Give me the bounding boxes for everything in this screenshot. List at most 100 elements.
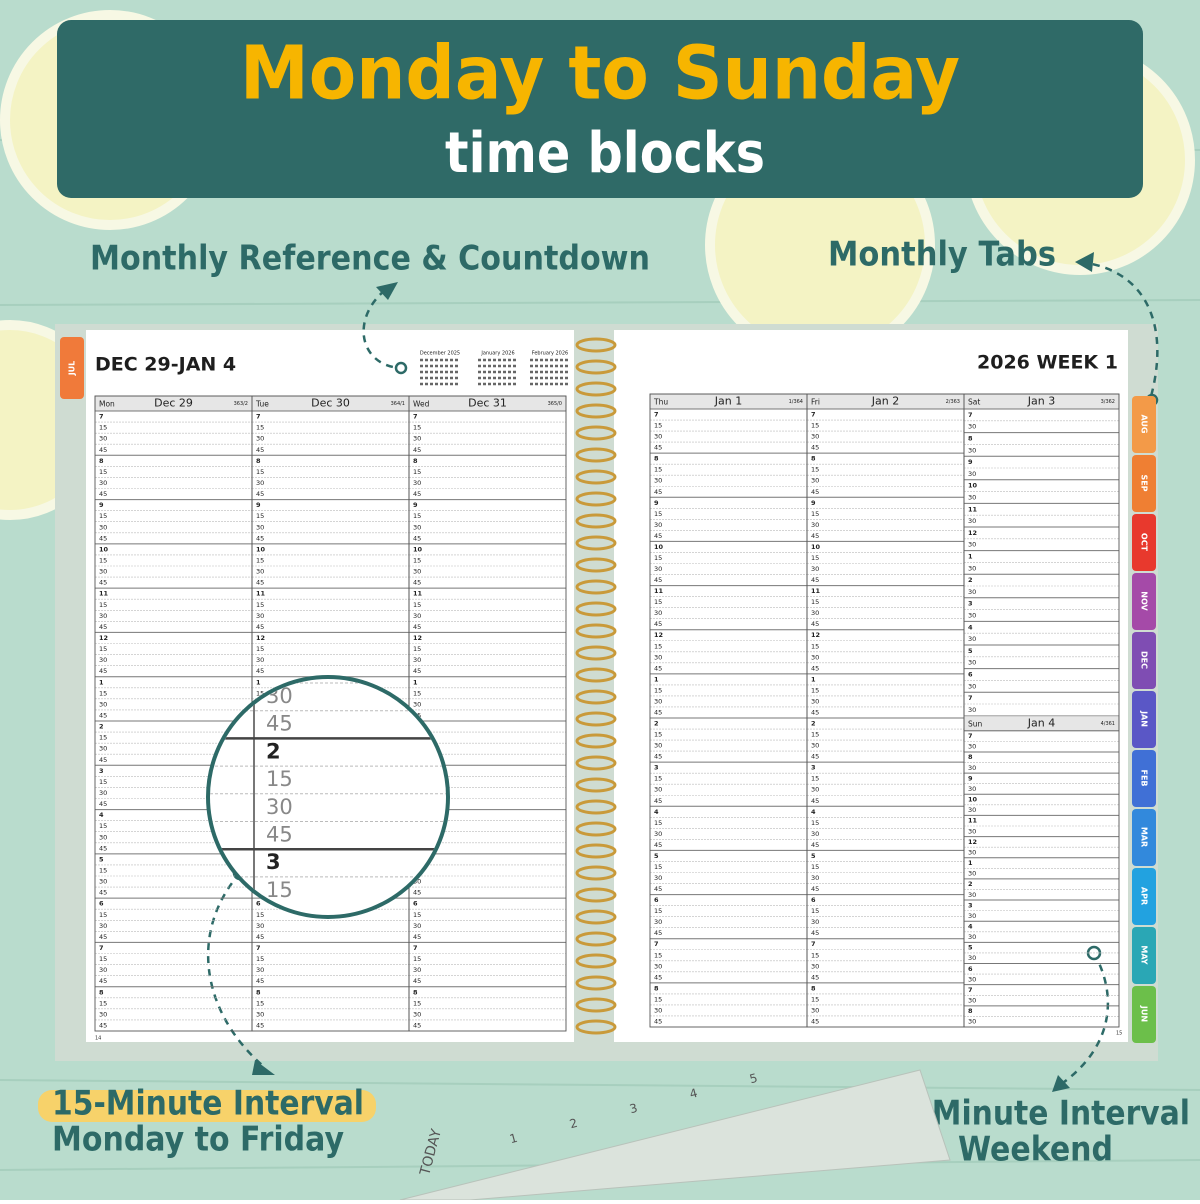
- minute-label: 15: [256, 424, 264, 432]
- minute-label: 30: [968, 785, 976, 793]
- minute-label: 30: [654, 742, 662, 750]
- month-tab-label: APR: [1140, 887, 1149, 905]
- minute-label: 30: [811, 653, 819, 661]
- minute-label: 15: [256, 601, 264, 609]
- page-title: 2026 WEEK 1: [977, 352, 1118, 374]
- minute-label: 45: [413, 1021, 421, 1029]
- day-date: Jan 4: [1027, 716, 1055, 729]
- month-tab[interactable]: [1132, 986, 1156, 1043]
- hour-label: 1: [654, 675, 659, 683]
- minute-label: 45: [654, 1017, 662, 1025]
- minute-label: 15: [654, 466, 662, 474]
- minute-label: 30: [654, 565, 662, 573]
- minute-label: 15: [99, 512, 107, 520]
- minute-label: 15: [99, 601, 107, 609]
- month-tab-label: OCT: [1140, 533, 1149, 552]
- minute-label: 45: [99, 490, 107, 498]
- minute-label: 45: [413, 446, 421, 454]
- minute-label: 15: [811, 951, 819, 959]
- magnifier-label: 45: [266, 823, 293, 847]
- ruler-number: 3: [628, 1101, 639, 1117]
- month-tab[interactable]: [1132, 573, 1156, 630]
- minute-label: 15: [256, 468, 264, 476]
- minute-label: 30: [968, 954, 976, 962]
- hour-label: 7: [654, 411, 659, 419]
- day-column: [963, 393, 1120, 1028]
- minute-label: 30: [413, 922, 421, 930]
- minute-label: 30: [413, 568, 421, 576]
- spiral-ring: [575, 623, 617, 639]
- hour-label: 8: [654, 455, 659, 463]
- month-tab[interactable]: [1132, 750, 1156, 807]
- minute-label: 30: [968, 891, 976, 899]
- month-tab[interactable]: [1132, 809, 1156, 866]
- month-tab[interactable]: [1132, 868, 1156, 925]
- day-date: Dec 30: [311, 397, 350, 410]
- hour-label: 8: [811, 455, 816, 463]
- callout: Weekend: [958, 1130, 1113, 1170]
- minute-label: 45: [811, 488, 819, 496]
- month-tab-label: AUG: [1140, 414, 1149, 433]
- hour-label: 10: [811, 543, 821, 551]
- minute-label: 30: [968, 494, 976, 502]
- minute-label: 30: [968, 446, 976, 454]
- ruler-number: 4: [688, 1086, 699, 1102]
- callout: Monday to Friday: [52, 1120, 344, 1160]
- minute-label: 30: [256, 656, 264, 664]
- spiral-ring: [575, 403, 617, 419]
- month-tab[interactable]: [1132, 514, 1156, 571]
- minute-label: 15: [811, 466, 819, 474]
- month-tab[interactable]: [1132, 927, 1156, 984]
- minute-label: 45: [413, 490, 421, 498]
- minute-label: 45: [654, 841, 662, 849]
- minute-label: 30: [99, 612, 107, 620]
- month-tab-label: NOV: [1140, 591, 1149, 611]
- spiral-ring: [575, 513, 617, 529]
- minute-label: 45: [811, 532, 819, 540]
- day-date: Dec 29: [154, 397, 193, 410]
- mini-calendar-title: January 2026: [480, 351, 514, 357]
- weekday: Sun: [968, 719, 983, 728]
- hour-label: 9: [968, 774, 973, 782]
- minute-label: 45: [99, 623, 107, 631]
- minute-label: 15: [811, 642, 819, 650]
- hour-label: 12: [811, 631, 820, 639]
- minute-label: 45: [413, 889, 421, 897]
- month-tab[interactable]: [1132, 691, 1156, 748]
- minute-label: 45: [811, 1017, 819, 1025]
- spiral-ring: [575, 931, 617, 947]
- hour-label: 8: [968, 435, 973, 443]
- magnifier: [206, 675, 450, 919]
- minute-label: 30: [811, 433, 819, 441]
- callout: 15-Minute Interval: [52, 1084, 364, 1124]
- spiral-ring: [575, 799, 617, 815]
- minute-label: 30: [654, 786, 662, 794]
- minute-label: 30: [968, 827, 976, 835]
- hour-label: 8: [413, 457, 418, 465]
- minute-label: 45: [256, 446, 264, 454]
- day-date: Jan 3: [1027, 395, 1055, 408]
- minute-label: 30: [413, 523, 421, 531]
- hour-label: 10: [968, 796, 978, 804]
- hour-label: 1: [413, 678, 418, 686]
- hour-label: 8: [968, 1007, 973, 1015]
- minute-label: 30: [968, 870, 976, 878]
- minute-label: 45: [654, 576, 662, 584]
- minute-label: 30: [654, 1006, 662, 1014]
- month-tab[interactable]: [1132, 455, 1156, 512]
- minute-label: 30: [413, 479, 421, 487]
- minute-label: 15: [413, 999, 421, 1007]
- spiral-ring: [575, 491, 617, 507]
- month-tab[interactable]: [1132, 396, 1156, 453]
- day-date: Jan 1: [714, 395, 742, 408]
- minute-label: 30: [811, 830, 819, 838]
- month-tab[interactable]: [60, 337, 84, 399]
- month-tab-label: DEC: [1140, 651, 1149, 669]
- minute-label: 15: [811, 422, 819, 430]
- month-tab[interactable]: [1132, 632, 1156, 689]
- hour-label: 11: [811, 587, 821, 595]
- minute-label: 30: [654, 830, 662, 838]
- minute-label: 30: [968, 806, 976, 814]
- minute-label: 30: [654, 962, 662, 970]
- minute-label: 45: [256, 623, 264, 631]
